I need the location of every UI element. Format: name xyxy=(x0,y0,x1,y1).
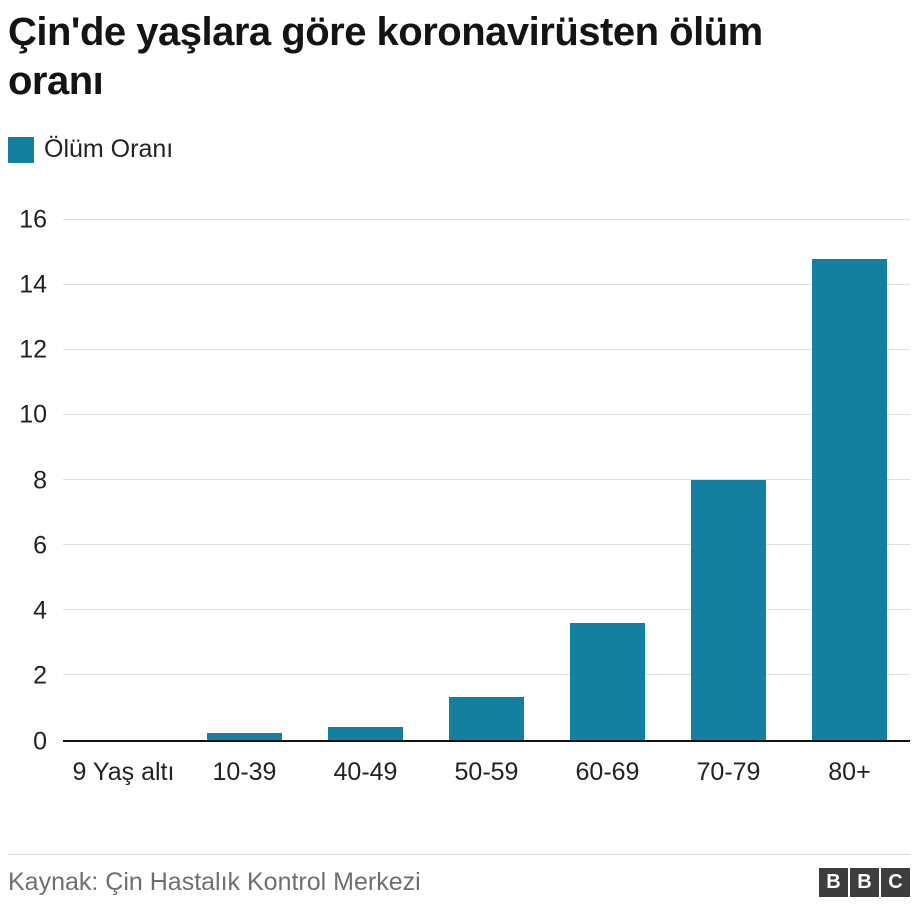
x-axis: 9 Yaş altı 10-39 40-49 50-59 60-69 70-79 80+ xyxy=(8,758,910,787)
bar-slot xyxy=(789,220,910,740)
x-tick-label: 60-69 xyxy=(575,757,640,786)
y-tick-label: 0 xyxy=(33,727,47,756)
gridline xyxy=(63,478,910,480)
bbc-logo-letter: B xyxy=(850,868,879,897)
y-axis: 0 2 4 6 8 10 12 14 16 xyxy=(8,207,63,754)
bbc-logo-letter: C xyxy=(881,868,910,897)
y-tick-label: 10 xyxy=(19,400,47,429)
bar xyxy=(569,622,645,740)
chart-area: 0 2 4 6 8 10 12 14 16 xyxy=(8,207,910,754)
bar-slot xyxy=(305,220,426,740)
source-text: Kaynak: Çin Hastalık Kontrol Merkezi xyxy=(8,868,421,896)
x-tick-label: 10-39 xyxy=(212,757,277,786)
y-tick-label: 14 xyxy=(19,270,47,299)
gridline xyxy=(63,608,910,610)
y-tick-label: 12 xyxy=(19,335,47,364)
legend: Ölüm Oranı xyxy=(8,135,910,164)
gridline xyxy=(63,283,910,285)
gridline xyxy=(63,348,910,350)
gridline xyxy=(63,218,910,220)
gridline xyxy=(63,413,910,415)
gridlines xyxy=(63,218,910,740)
bar xyxy=(206,733,282,740)
x-tick-label: 70-79 xyxy=(696,757,761,786)
bar-slot xyxy=(184,220,305,740)
bar-slot xyxy=(63,220,184,740)
x-labels: 9 Yaş altı 10-39 40-49 50-59 60-69 70-79 80+ xyxy=(63,758,910,787)
chart-title: Çin'de yaşlara göre koronavirüsten ölüm … xyxy=(8,10,763,103)
plot-area xyxy=(63,218,910,742)
bar xyxy=(327,726,403,740)
bbc-logo-letter: B xyxy=(819,868,848,897)
y-tick-label: 4 xyxy=(33,596,47,625)
y-axis-spacer xyxy=(8,758,63,787)
gridline xyxy=(63,543,910,545)
x-tick-label: 50-59 xyxy=(454,757,519,786)
bar-slot xyxy=(547,220,668,740)
bars xyxy=(63,220,910,740)
bar xyxy=(690,479,766,740)
y-tick-label: 6 xyxy=(33,531,47,560)
legend-swatch xyxy=(8,136,34,163)
gridline xyxy=(63,673,910,675)
bar xyxy=(448,697,524,740)
x-tick-label: 80+ xyxy=(828,757,871,786)
y-tick-label: 2 xyxy=(33,661,47,690)
x-tick-label: 9 Yaş altı xyxy=(72,757,175,786)
bar xyxy=(811,258,887,740)
y-tick-label: 8 xyxy=(33,466,47,495)
y-tick-label: 16 xyxy=(19,205,47,234)
x-tick-label: 40-49 xyxy=(333,757,398,786)
legend-label: Ölüm Oranı xyxy=(44,135,174,164)
bar-slot xyxy=(668,220,789,740)
bar-slot xyxy=(426,220,547,740)
